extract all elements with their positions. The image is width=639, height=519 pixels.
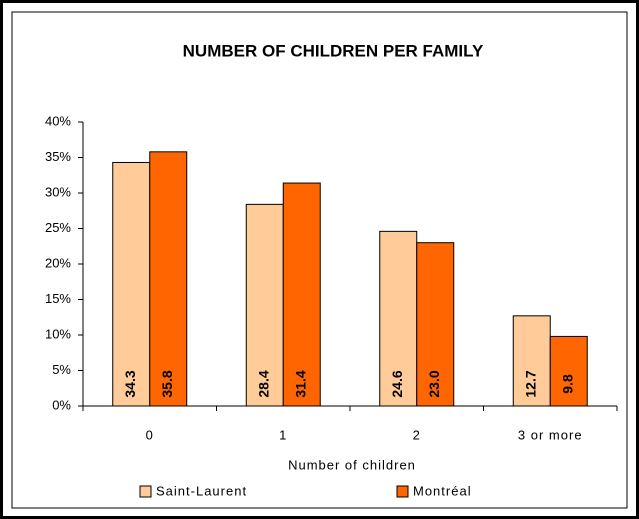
x-tick-label: 2 (413, 427, 421, 442)
y-tick-label: 40% (45, 113, 71, 128)
bar (549, 335, 588, 407)
data-label: 9.8 (559, 374, 575, 394)
y-tick-label: 15% (45, 291, 71, 306)
bar (149, 151, 188, 407)
legend-swatch (139, 485, 152, 498)
inner-frame (11, 11, 628, 509)
data-label: 31.4 (292, 370, 308, 397)
legend-label: Montréal (413, 483, 472, 498)
data-label: 23.0 (426, 370, 442, 397)
data-label: 28.4 (255, 370, 271, 397)
y-tick-label: 30% (45, 184, 71, 199)
bar (282, 182, 321, 407)
bar (112, 161, 151, 407)
x-axis-title: Number of children (288, 457, 416, 472)
y-tick-label: 20% (45, 255, 71, 270)
x-tick-label: 0 (146, 427, 154, 442)
data-label: 12.7 (522, 370, 538, 397)
data-label: 24.6 (389, 370, 405, 397)
bar (416, 242, 455, 407)
chart-title: NUMBER OF CHILDREN PER FAMILY (183, 41, 484, 60)
y-tick-label: 10% (45, 326, 71, 341)
legend-label: Saint-Laurent (156, 483, 247, 498)
y-tick-label: 35% (45, 149, 71, 164)
legend-swatch (396, 485, 409, 498)
bar (512, 315, 551, 407)
bar (245, 203, 284, 407)
y-tick-label: 5% (52, 362, 71, 377)
bar (379, 230, 418, 407)
y-tick-label: 25% (45, 220, 71, 235)
x-tick-label: 3 or more (518, 427, 583, 442)
y-tick-label: 0% (52, 397, 71, 412)
data-label: 35.8 (159, 370, 175, 397)
data-label: 34.3 (122, 370, 138, 397)
x-tick-label: 1 (279, 427, 287, 442)
